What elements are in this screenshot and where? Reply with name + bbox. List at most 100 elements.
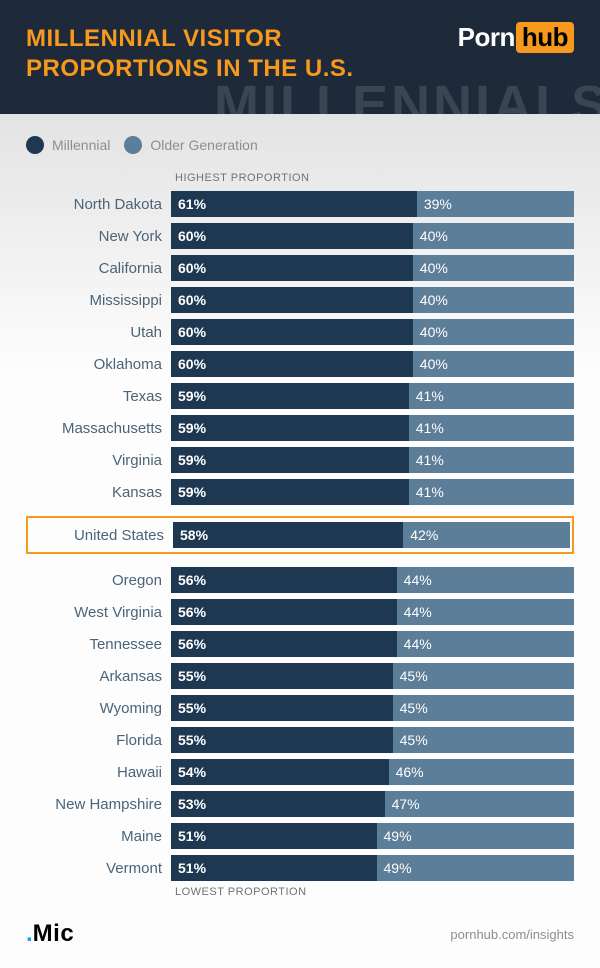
bar-segment-millennial: 54% — [171, 759, 389, 785]
mic-logo: .Mic — [26, 920, 74, 948]
stacked-bar: 55%45% — [171, 663, 574, 689]
section-label-lowest: LOWEST PROPORTION — [175, 886, 574, 898]
rows-us: United States58%42% — [28, 521, 570, 549]
legend-label-older: Older Generation — [150, 137, 257, 153]
state-label: California — [26, 260, 171, 277]
bar-segment-millennial: 60% — [171, 223, 413, 249]
bar-row: New York60%40% — [26, 222, 574, 250]
state-label: Arkansas — [26, 668, 171, 685]
bar-segment-millennial: 55% — [171, 663, 393, 689]
bar-row: Maine51%49% — [26, 822, 574, 850]
bar-segment-millennial: 55% — [171, 695, 393, 721]
bar-segment-older: 45% — [393, 663, 574, 689]
mic-text: Mic — [33, 920, 75, 948]
legend-swatch-millennial — [26, 136, 44, 154]
bar-row: Oklahoma60%40% — [26, 350, 574, 378]
chart-body: Millennial Older Generation HIGHEST PROP… — [0, 114, 600, 968]
legend: Millennial Older Generation — [26, 136, 574, 154]
state-label: Virginia — [26, 452, 171, 469]
bar-segment-older: 40% — [413, 223, 574, 249]
state-label: New Hampshire — [26, 796, 171, 813]
state-label: Oregon — [26, 572, 171, 589]
stacked-bar: 60%40% — [171, 255, 574, 281]
bar-segment-millennial: 59% — [171, 383, 409, 409]
stacked-bar: 55%45% — [171, 695, 574, 721]
mic-dot: . — [26, 920, 33, 948]
bar-segment-older: 41% — [409, 479, 574, 505]
state-label: Utah — [26, 324, 171, 341]
bar-row: New Hampshire53%47% — [26, 790, 574, 818]
bar-segment-millennial: 56% — [171, 599, 397, 625]
bar-row: California60%40% — [26, 254, 574, 282]
bar-row: Massachusetts59%41% — [26, 414, 574, 442]
bar-segment-older: 45% — [393, 727, 574, 753]
bar-segment-millennial: 56% — [171, 631, 397, 657]
bar-segment-older: 44% — [397, 567, 574, 593]
bar-segment-millennial: 59% — [171, 447, 409, 473]
bar-row: Virginia59%41% — [26, 446, 574, 474]
stacked-bar: 59%41% — [171, 415, 574, 441]
state-label: Mississippi — [26, 292, 171, 309]
bar-segment-millennial: 51% — [171, 823, 377, 849]
title-line-2: PROPORTIONS IN THE U.S. — [26, 55, 354, 82]
bar-segment-older: 49% — [377, 823, 574, 849]
bar-row: Oregon56%44% — [26, 566, 574, 594]
bar-row: Kansas59%41% — [26, 478, 574, 506]
bar-segment-older: 40% — [413, 351, 574, 377]
bar-row: Wyoming55%45% — [26, 694, 574, 722]
pornhub-logo: Porn hub — [458, 22, 574, 53]
bar-segment-older: 45% — [393, 695, 574, 721]
header: MILLENNIAL VISITOR PROPORTIONS IN THE U.… — [0, 0, 600, 114]
bar-row: Hawaii54%46% — [26, 758, 574, 786]
bar-segment-older: 44% — [397, 631, 574, 657]
legend-item-older: Older Generation — [124, 136, 257, 154]
rows-top: North Dakota61%39% New York60%40% Californ… — [26, 190, 574, 506]
bar-segment-millennial: 60% — [171, 255, 413, 281]
stacked-bar: 59%41% — [171, 383, 574, 409]
stacked-bar: 58%42% — [173, 522, 570, 548]
rows-bottom: Oregon56%44%West Virginia56%44%Tennessee… — [26, 566, 574, 882]
stacked-bar: 61%39% — [171, 191, 574, 217]
bar-segment-millennial: 56% — [171, 567, 397, 593]
bar-row: Tennessee56%44% — [26, 630, 574, 658]
stacked-bar: 51%49% — [171, 855, 574, 881]
bar-segment-older: 49% — [377, 855, 574, 881]
state-label: Kansas — [26, 484, 171, 501]
bar-segment-millennial: 59% — [171, 415, 409, 441]
stacked-bar: 60%40% — [171, 319, 574, 345]
us-highlight-box: United States58%42% — [26, 516, 574, 554]
bar-segment-older: 40% — [413, 255, 574, 281]
stacked-bar: 55%45% — [171, 727, 574, 753]
stacked-bar: 51%49% — [171, 823, 574, 849]
bar-row: Mississippi60%40% — [26, 286, 574, 314]
state-label: Oklahoma — [26, 356, 171, 373]
bar-segment-older: 39% — [417, 191, 574, 217]
bar-row: North Dakota61%39% — [26, 190, 574, 218]
stacked-bar: 60%40% — [171, 351, 574, 377]
bar-segment-older: 44% — [397, 599, 574, 625]
stacked-bar: 60%40% — [171, 223, 574, 249]
state-label: Florida — [26, 732, 171, 749]
state-label: Tennessee — [26, 636, 171, 653]
bar-row: Texas59%41% — [26, 382, 574, 410]
title-line-1: MILLENNIAL VISITOR — [26, 25, 282, 52]
bar-segment-older: 41% — [409, 447, 574, 473]
state-label: Vermont — [26, 860, 171, 877]
bar-segment-older: 40% — [413, 319, 574, 345]
bar-segment-millennial: 59% — [171, 479, 409, 505]
state-label: North Dakota — [26, 196, 171, 213]
stacked-bar: 59%41% — [171, 447, 574, 473]
bar-segment-older: 47% — [385, 791, 574, 817]
bar-segment-millennial: 58% — [173, 522, 403, 548]
section-label-highest: HIGHEST PROPORTION — [175, 172, 574, 184]
stacked-bar: 56%44% — [171, 567, 574, 593]
bar-row: Florida55%45% — [26, 726, 574, 754]
bar-row: Utah60%40% — [26, 318, 574, 346]
bar-segment-older: 40% — [413, 287, 574, 313]
bar-segment-older: 46% — [389, 759, 574, 785]
legend-swatch-older — [124, 136, 142, 154]
bar-segment-older: 42% — [403, 522, 570, 548]
state-label: Texas — [26, 388, 171, 405]
logo-text-right: hub — [516, 22, 574, 53]
bar-segment-millennial: 51% — [171, 855, 377, 881]
